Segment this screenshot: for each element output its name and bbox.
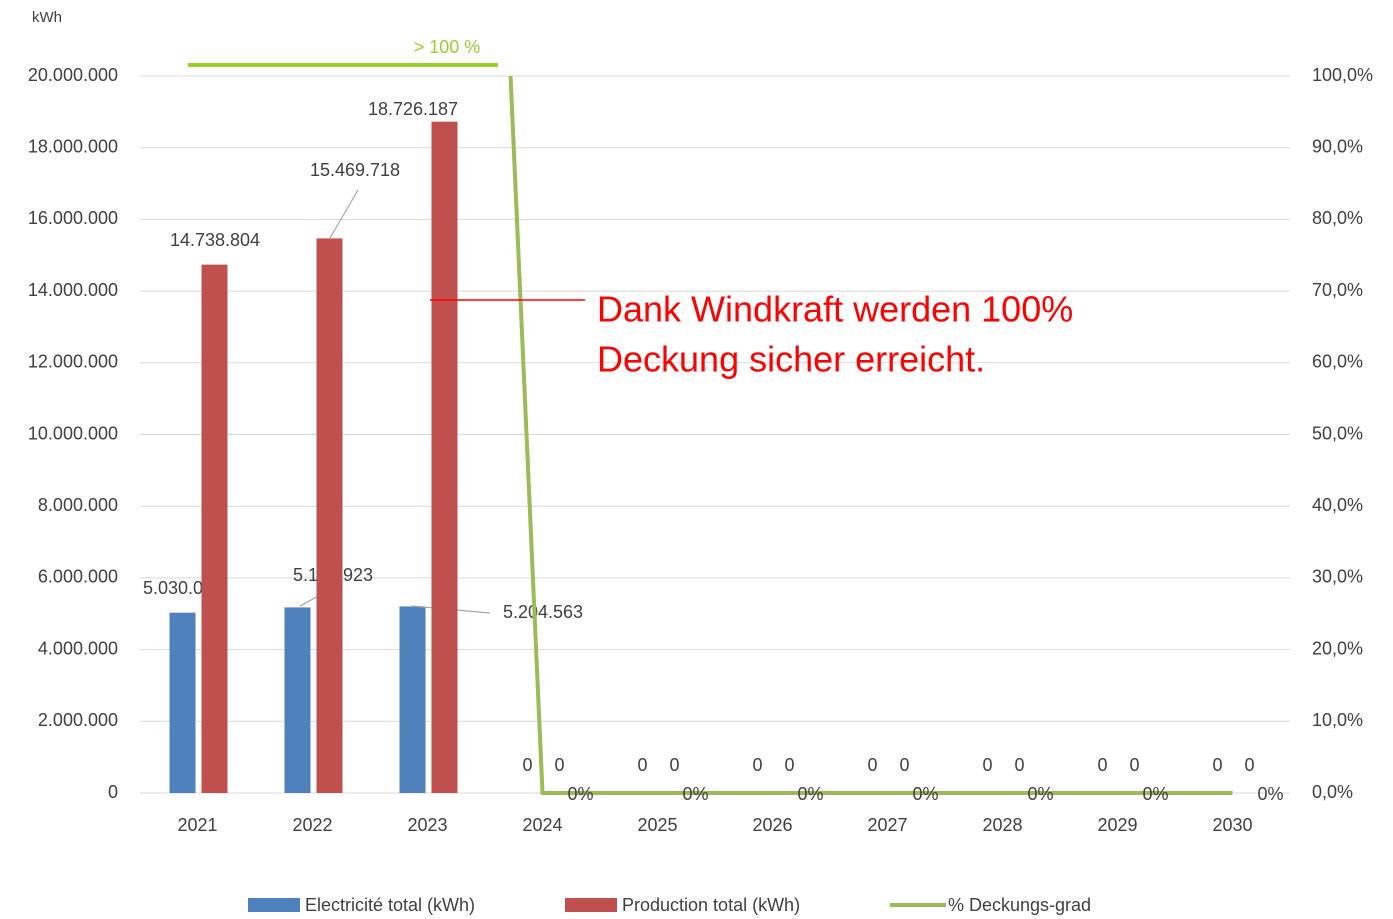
legend-label: Production total (kWh)	[622, 895, 800, 915]
bar	[284, 607, 311, 793]
y2-tick-label: 70,0%	[1312, 280, 1363, 300]
line-data-label: 0%	[567, 784, 593, 804]
data-label: 18.726.187	[368, 99, 458, 119]
data-label: 0	[637, 755, 647, 775]
y-tick-label: 12.000.000	[28, 352, 118, 372]
y2-tick-label: 90,0%	[1312, 136, 1363, 156]
y-tick-label: 6.000.000	[38, 567, 118, 587]
y2-tick-label: 100,0%	[1312, 65, 1373, 85]
data-label: 0	[669, 755, 679, 775]
data-label: 0	[752, 755, 762, 775]
annotation: > 100 %	[414, 37, 481, 57]
y-tick-label: 10.000.000	[28, 423, 118, 443]
x-tick-label: 2025	[637, 815, 677, 835]
legend-label: % Deckungs-grad	[948, 895, 1091, 915]
x-tick-label: 2023	[407, 815, 447, 835]
line-data-label: 0%	[1142, 784, 1168, 804]
annotation: Deckung sicher erreicht.	[597, 339, 985, 380]
data-label: 0	[899, 755, 909, 775]
y-tick-label: 18.000.000	[28, 136, 118, 156]
x-tick-label: 2027	[867, 815, 907, 835]
y2-tick-label: 80,0%	[1312, 208, 1363, 228]
y2-tick-label: 30,0%	[1312, 567, 1363, 587]
data-label: 0	[1212, 755, 1222, 775]
data-label: 0	[1014, 755, 1024, 775]
y-tick-label: 8.000.000	[38, 495, 118, 515]
x-tick-label: 2021	[177, 815, 217, 835]
y-tick-label: 4.000.000	[38, 638, 118, 658]
y-tick-label: 0	[108, 782, 118, 802]
line-series	[508, 76, 1233, 795]
leader-line	[329, 189, 359, 239]
y-tick-label: 20.000.000	[28, 65, 118, 85]
data-label: 14.738.804	[170, 230, 260, 250]
y-tick-label: 2.000.000	[38, 710, 118, 730]
line-data-label: 0%	[797, 784, 823, 804]
y2-tick-label: 50,0%	[1312, 423, 1363, 443]
x-tick-label: 2028	[982, 815, 1022, 835]
legend-swatch	[565, 898, 617, 912]
data-label: 0	[554, 755, 564, 775]
y-tick-label: 16.000.000	[28, 208, 118, 228]
y2-tick-label: 0,0%	[1312, 782, 1353, 802]
line-data-label: 0%	[1257, 784, 1283, 804]
bar	[201, 264, 228, 793]
y2-tick-label: 60,0%	[1312, 352, 1363, 372]
bar	[399, 606, 426, 793]
data-label: 0	[1129, 755, 1139, 775]
bar	[316, 238, 343, 793]
data-label: 0	[522, 755, 532, 775]
data-label: 0	[1244, 755, 1254, 775]
x-tick-label: 2022	[292, 815, 332, 835]
data-label: 0	[1097, 755, 1107, 775]
x-tick-label: 2030	[1212, 815, 1252, 835]
legend-swatch	[248, 898, 300, 912]
x-tick-label: 2024	[522, 815, 562, 835]
data-label: 5.204.563	[503, 602, 583, 622]
y2-tick-label: 20,0%	[1312, 638, 1363, 658]
data-label: 0	[784, 755, 794, 775]
bar	[431, 121, 458, 793]
unit-label: kWh	[32, 9, 62, 26]
data-label: 15.469.718	[310, 160, 400, 180]
bar	[169, 612, 196, 793]
line-data-label: 0%	[682, 784, 708, 804]
legend-label: Electricité total (kWh)	[305, 895, 475, 915]
x-tick-label: 2029	[1097, 815, 1137, 835]
x-tick-label: 2026	[752, 815, 792, 835]
annotation: Dank Windkraft werden 100%	[597, 289, 1073, 330]
y2-tick-label: 10,0%	[1312, 710, 1363, 730]
y-tick-label: 14.000.000	[28, 280, 118, 300]
data-label: 0	[867, 755, 877, 775]
line-data-label: 0%	[1027, 784, 1053, 804]
line-data-label: 0%	[912, 784, 938, 804]
y2-tick-label: 40,0%	[1312, 495, 1363, 515]
data-label: 0	[982, 755, 992, 775]
